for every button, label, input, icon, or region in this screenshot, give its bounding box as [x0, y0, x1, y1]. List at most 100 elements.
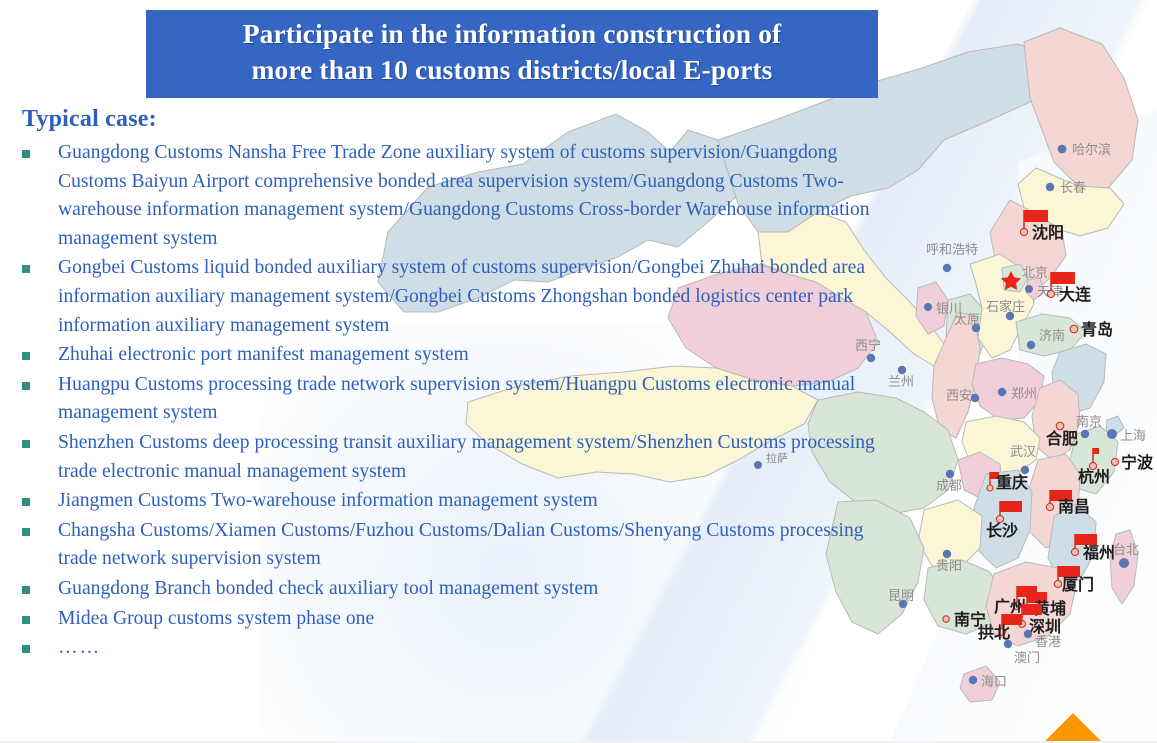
list-item: Huangpu Customs processing trade network…	[20, 371, 896, 428]
bottom-divider	[0, 741, 1157, 743]
bullet-square-icon	[22, 439, 30, 448]
city-dot	[945, 469, 955, 479]
city-label: 上海	[1120, 429, 1146, 444]
city-label: 武汉	[1010, 445, 1036, 460]
city-label: 重庆	[996, 473, 1028, 492]
city-label: 合肥	[1046, 429, 1078, 448]
city-dot	[1003, 639, 1013, 649]
city-dot	[1080, 429, 1090, 439]
city-dot	[1055, 421, 1065, 431]
city-dot	[1023, 629, 1033, 639]
list-item-label: Midea Group customs system phase one	[58, 607, 375, 629]
city-label: 长春	[1060, 181, 1086, 196]
title-line-1: Participate in the information construct…	[242, 17, 782, 49]
city-dot	[1107, 429, 1117, 439]
list-item-label: Guangdong Customs Nansha Free Trade Zone…	[58, 142, 870, 249]
city-label: 成都	[936, 479, 962, 494]
flag-marker-chongqing	[986, 472, 999, 492]
bullet-square-icon	[22, 645, 30, 654]
slide-body: Typical case: Guangdong Customs Nansha F…	[0, 106, 900, 664]
city-dot	[997, 387, 1007, 397]
city-label: 福州	[1082, 543, 1115, 562]
list-item: Guangdong Customs Nansha Free Trade Zone…	[20, 139, 896, 253]
city-dot	[942, 615, 950, 623]
city-dot	[942, 263, 952, 273]
list-item: Guangdong Branch bonded check auxiliary …	[20, 575, 896, 604]
flag-marker-xiamen	[1053, 566, 1080, 589]
city-dot	[898, 599, 908, 609]
list-item-label: Shenzhen Customs deep processing transit…	[58, 431, 875, 482]
city-label: 南京	[1076, 414, 1102, 430]
flag-marker-gongbei	[998, 614, 1022, 636]
slide-title-banner: Participate in the information construct…	[146, 10, 878, 98]
city-label: 广州	[994, 597, 1026, 616]
city-dot	[971, 323, 981, 333]
list-item: ……	[20, 634, 896, 663]
city-dot	[1026, 340, 1036, 350]
list-item: Changsha Customs/Xiamen Customs/Fuzhou C…	[20, 517, 896, 574]
city-dot	[1045, 182, 1055, 192]
city-label: 长沙	[986, 521, 1018, 540]
city-label: 香港	[1035, 635, 1061, 650]
city-label: 贵阳	[936, 559, 962, 574]
city-dot	[1110, 457, 1120, 467]
list-item: Midea Group customs system phase one	[20, 605, 896, 634]
city-dot	[1005, 311, 1015, 321]
list-item-label: ……	[58, 637, 102, 659]
city-label: 黄埔	[1034, 599, 1066, 618]
city-label: 哈尔滨	[1072, 142, 1111, 158]
city-dot	[1057, 144, 1067, 154]
list-item-label: Changsha Customs/Xiamen Customs/Fuzhou C…	[58, 519, 864, 570]
city-label: 台北	[1113, 543, 1139, 558]
city-dot	[968, 675, 978, 685]
city-dot	[1119, 558, 1129, 568]
bullet-square-icon	[22, 352, 30, 361]
flag-marker-shenzhen	[1018, 604, 1042, 628]
city-label: 厦门	[1062, 575, 1094, 594]
flag-marker-shenyang	[1019, 210, 1048, 237]
city-label: 济南	[1039, 328, 1065, 344]
title-line-2: more than 10 customs districts/local E-p…	[251, 54, 773, 85]
bullet-square-icon	[22, 615, 30, 624]
flag-marker-guangzhou	[1012, 586, 1037, 611]
list-item-label: Guangdong Branch bonded check auxiliary …	[58, 577, 599, 599]
flag-marker-nanchang	[1045, 490, 1072, 512]
city-label: 石家庄	[986, 299, 1025, 315]
city-label: 南宁	[954, 610, 986, 629]
flag-marker-hangzhou	[1088, 448, 1099, 471]
city-label: 深圳	[1029, 617, 1061, 636]
city-label: 宁波	[1121, 453, 1154, 472]
city-label: 郑州	[1011, 387, 1037, 402]
orange-triangle-icon	[1045, 713, 1101, 741]
slide-title-text: Participate in the information construct…	[243, 16, 782, 89]
city-label: 呼和浩特	[926, 243, 978, 258]
city-label: 沈阳	[1032, 223, 1064, 242]
flag-marker-dalian	[1046, 272, 1075, 299]
bullet-square-icon	[22, 265, 30, 274]
city-dot	[942, 549, 952, 559]
city-label: 太原	[954, 313, 980, 328]
bullet-square-icon	[22, 585, 30, 594]
bullet-square-icon	[22, 150, 30, 158]
city-label: 杭州	[1078, 467, 1110, 486]
bullet-square-icon	[22, 527, 30, 536]
city-label: 青岛	[1081, 320, 1113, 339]
city-label: 南昌	[1058, 497, 1090, 516]
city-label: 银川	[936, 302, 962, 317]
city-label: 西安	[946, 389, 972, 404]
bullet-square-icon	[22, 381, 30, 390]
list-item: Shenzhen Customs deep processing transit…	[20, 429, 896, 486]
list-item-label: Gongbei Customs liquid bonded auxiliary …	[58, 257, 866, 336]
city-dot	[924, 303, 932, 311]
city-dot	[1069, 324, 1079, 334]
flag-marker-fuzhou	[1070, 534, 1097, 557]
city-dot	[1025, 285, 1033, 293]
capital-star	[1000, 271, 1022, 291]
city-label: 大连	[1059, 285, 1092, 304]
city-label: 拱北	[978, 623, 1010, 642]
city-label: 天津	[1037, 285, 1063, 300]
flag-marker-changsha	[995, 501, 1022, 524]
city-label: 北京	[1022, 266, 1048, 281]
list-item-label: Zhuhai electronic port manifest manageme…	[58, 344, 469, 366]
